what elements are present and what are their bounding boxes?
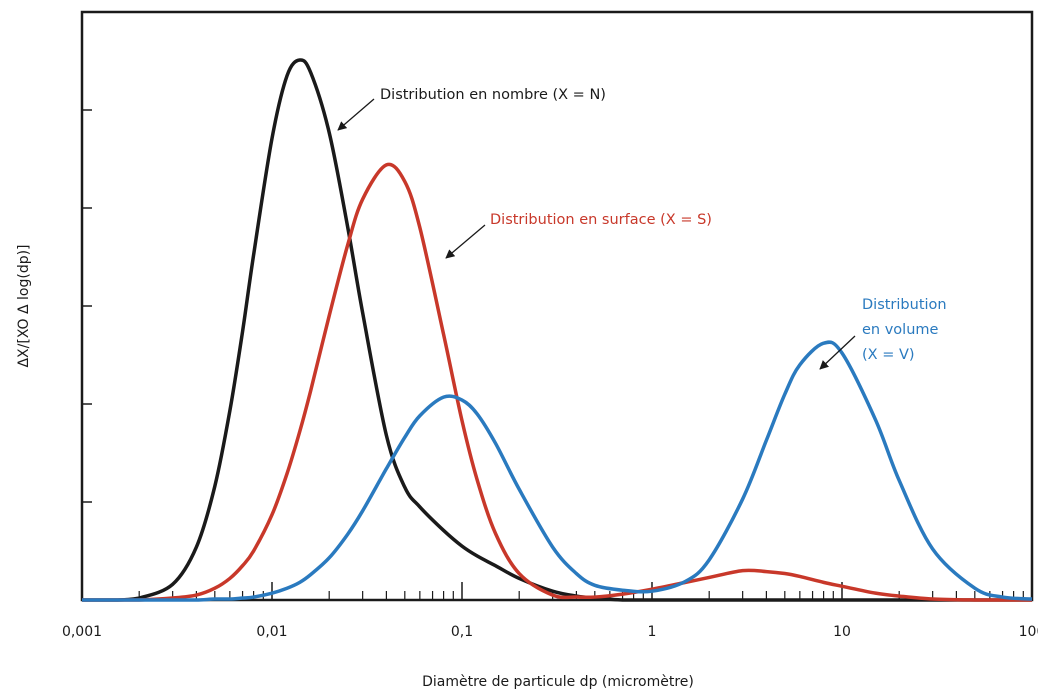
annotation: (X = V) [862, 347, 915, 363]
annotation-arrow [819, 335, 856, 370]
series-line [81, 58, 1032, 602]
annotation: en volume [862, 322, 939, 338]
x-tick-label: 100 [1019, 624, 1038, 640]
series-line [81, 162, 1032, 602]
x-tick-label: 0,001 [62, 624, 102, 640]
annotation: Distribution [862, 297, 947, 313]
annotation-arrow [337, 98, 375, 131]
annotation: Distribution en nombre (X = N) [380, 87, 606, 103]
annotation-arrow [445, 224, 486, 259]
series-line [81, 340, 1033, 602]
x-tick-label: 1 [648, 624, 657, 640]
x-tick-label: 0,1 [451, 624, 473, 640]
x-tick-label: 10 [833, 624, 851, 640]
annotation: Distribution en surface (X = S) [490, 212, 712, 228]
y-axis-title: ΔX/[XO Δ log(dp)] [16, 244, 32, 367]
x-axis-title: Diamètre de particule dp (micromètre) [422, 674, 694, 690]
x-tick-label: 0,01 [256, 624, 287, 640]
